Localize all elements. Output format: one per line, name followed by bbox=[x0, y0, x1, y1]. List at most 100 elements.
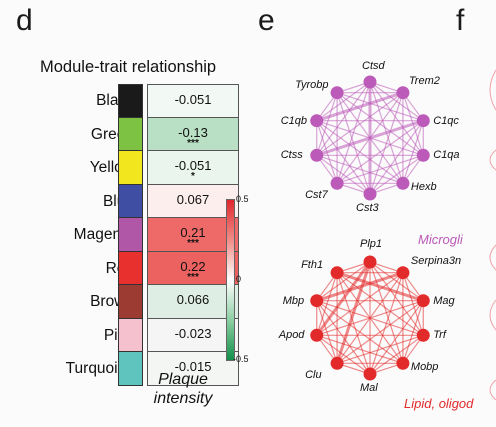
network-node bbox=[310, 294, 324, 308]
significance-stars: *** bbox=[187, 271, 199, 283]
x-label-line1: Plaque bbox=[158, 371, 208, 388]
correlation-cell: 0.067 bbox=[147, 184, 239, 218]
heatmap-row: Pink-0.023 bbox=[20, 318, 252, 352]
network-edge bbox=[336, 92, 371, 195]
network-node bbox=[330, 86, 344, 100]
correlation-value: 0.22 bbox=[180, 258, 206, 274]
network-1 bbox=[310, 75, 430, 201]
heatmap-row: Black -0.051 bbox=[20, 84, 252, 118]
network-node bbox=[396, 266, 410, 280]
network-edge bbox=[316, 91, 404, 123]
network-node bbox=[330, 356, 344, 370]
network-title: Lipid, oligod bbox=[404, 396, 474, 411]
heatmap-row: Blue0.067 bbox=[20, 184, 252, 218]
correlation-cell: 0.066 bbox=[147, 285, 239, 319]
network-edge bbox=[316, 300, 371, 375]
network-node bbox=[310, 148, 324, 162]
correlation-cell: -0.13 *** bbox=[147, 117, 239, 151]
panel-f-edge-fragment bbox=[489, 69, 496, 111]
network-node bbox=[363, 367, 377, 381]
gene-label: Fth1 bbox=[301, 258, 324, 271]
correlation-value: -0.023 bbox=[174, 325, 212, 341]
network-edge bbox=[336, 92, 404, 184]
module-color-swatch bbox=[118, 285, 143, 319]
network-title: Microgli bbox=[418, 232, 463, 247]
gene-label: Ctsd bbox=[362, 60, 385, 72]
network-edge bbox=[316, 92, 338, 156]
network-node bbox=[363, 255, 377, 269]
gene-label: C1qb bbox=[280, 114, 308, 127]
correlation-cell: 0.21 *** bbox=[147, 218, 239, 252]
heatmap-row: Yellow -0.051 * bbox=[20, 151, 252, 185]
network-edge bbox=[369, 81, 424, 156]
gene-label: Serpina3n bbox=[410, 254, 462, 267]
panel-f-edge-fragment bbox=[489, 379, 496, 401]
network-edge bbox=[336, 154, 424, 184]
network-2 bbox=[310, 255, 430, 381]
network-edge bbox=[336, 92, 424, 122]
significance-stars: *** bbox=[187, 137, 199, 149]
correlation-value: -0.13 bbox=[178, 124, 208, 140]
network-edge bbox=[316, 334, 404, 364]
heatmap-row: Turquoise -0.015 bbox=[20, 352, 252, 386]
module-color-swatch bbox=[118, 352, 143, 386]
network-edge bbox=[336, 271, 424, 303]
x-label-line2: intensity bbox=[153, 390, 213, 407]
panel-f-edge-fragment bbox=[489, 299, 496, 331]
network-edge bbox=[316, 154, 371, 195]
network-edge bbox=[336, 272, 404, 364]
network-node bbox=[363, 187, 377, 201]
network-edge bbox=[316, 300, 338, 364]
network-edge bbox=[316, 81, 371, 156]
network-edge bbox=[316, 334, 371, 375]
module-color-swatch bbox=[118, 117, 143, 151]
correlation-value: -0.051 bbox=[174, 158, 212, 173]
significance-stars: *** bbox=[187, 238, 199, 249]
module-color-swatch bbox=[118, 218, 143, 252]
network-node bbox=[416, 294, 430, 308]
gene-label: Ctss bbox=[280, 149, 303, 162]
module-color-swatch bbox=[118, 84, 143, 118]
correlation-value: -0.051 bbox=[174, 92, 212, 107]
correlation-value: 0.066 bbox=[176, 292, 210, 307]
gene-label: Mobp bbox=[410, 361, 439, 374]
correlation-cell: 0.22 *** bbox=[147, 251, 239, 285]
network-edge bbox=[316, 272, 338, 336]
network-node bbox=[310, 114, 324, 128]
colorbar bbox=[226, 199, 235, 361]
gene-label: Plp1 bbox=[360, 238, 383, 250]
gene-label: Clu bbox=[305, 369, 322, 382]
panel-label-f: f bbox=[456, 4, 465, 37]
gene-label: Trem2 bbox=[408, 74, 440, 87]
correlation-value: 0.21 bbox=[180, 225, 206, 240]
gene-label: Apod bbox=[278, 329, 305, 342]
network-node bbox=[416, 148, 430, 162]
network-node bbox=[310, 328, 324, 342]
network-edge bbox=[336, 272, 424, 336]
heatmap-row: Green -0.13 *** bbox=[20, 117, 252, 151]
network-edge bbox=[369, 261, 424, 336]
network-edge bbox=[316, 154, 404, 184]
colorbar-tick-min: -0.5 bbox=[233, 354, 249, 364]
network-node bbox=[396, 86, 410, 100]
network-node bbox=[330, 176, 344, 190]
network-edge bbox=[336, 272, 371, 375]
network-edge bbox=[315, 261, 372, 337]
network-node bbox=[416, 114, 430, 128]
gene-label: Cst7 bbox=[305, 189, 328, 202]
significance-stars: * bbox=[191, 171, 195, 182]
heatmap-x-label: Plaque intensity bbox=[133, 370, 233, 408]
module-label: Turquoise bbox=[65, 360, 134, 377]
network-node bbox=[396, 176, 410, 190]
network-node bbox=[416, 328, 430, 342]
panel-label-e: e bbox=[258, 4, 275, 37]
module-color-swatch bbox=[118, 318, 143, 352]
network-edge bbox=[316, 300, 404, 364]
network-node bbox=[330, 266, 344, 280]
correlation-cell: -0.051 * bbox=[147, 151, 239, 185]
network-edge bbox=[316, 120, 404, 184]
network-edge bbox=[316, 271, 404, 303]
heatmap-grid: Black-0.051Green-0.13***Yellow-0.051*Blu… bbox=[20, 84, 252, 386]
heatmap-row: Magenta 0.21 *** bbox=[20, 218, 252, 252]
gene-label: C1qa bbox=[433, 149, 460, 162]
